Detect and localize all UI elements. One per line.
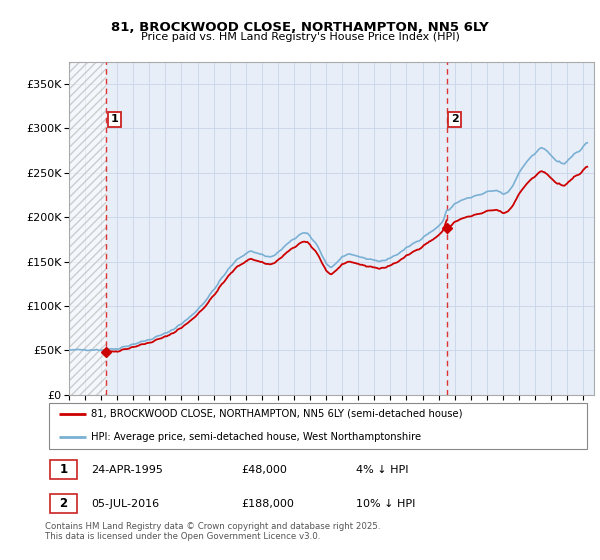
- Text: 1: 1: [59, 463, 68, 476]
- Bar: [69, 62, 106, 395]
- Text: HPI: Average price, semi-detached house, West Northamptonshire: HPI: Average price, semi-detached house,…: [91, 432, 422, 442]
- Text: 24-APR-1995: 24-APR-1995: [91, 465, 163, 475]
- Text: 2: 2: [59, 497, 68, 510]
- Text: 1: 1: [110, 114, 118, 124]
- Text: 2: 2: [451, 114, 459, 124]
- Bar: [50, 460, 77, 479]
- Text: Contains HM Land Registry data © Crown copyright and database right 2025.
This d: Contains HM Land Registry data © Crown c…: [45, 522, 380, 542]
- Text: £188,000: £188,000: [242, 499, 295, 509]
- Text: 4% ↓ HPI: 4% ↓ HPI: [356, 465, 409, 475]
- Text: 81, BROCKWOOD CLOSE, NORTHAMPTON, NN5 6LY (semi-detached house): 81, BROCKWOOD CLOSE, NORTHAMPTON, NN5 6L…: [91, 409, 463, 419]
- Bar: [50, 494, 77, 514]
- Text: 05-JUL-2016: 05-JUL-2016: [91, 499, 160, 509]
- Text: Price paid vs. HM Land Registry's House Price Index (HPI): Price paid vs. HM Land Registry's House …: [140, 32, 460, 43]
- Text: 81, BROCKWOOD CLOSE, NORTHAMPTON, NN5 6LY: 81, BROCKWOOD CLOSE, NORTHAMPTON, NN5 6L…: [111, 21, 489, 34]
- Text: £48,000: £48,000: [242, 465, 287, 475]
- Text: 10% ↓ HPI: 10% ↓ HPI: [356, 499, 416, 509]
